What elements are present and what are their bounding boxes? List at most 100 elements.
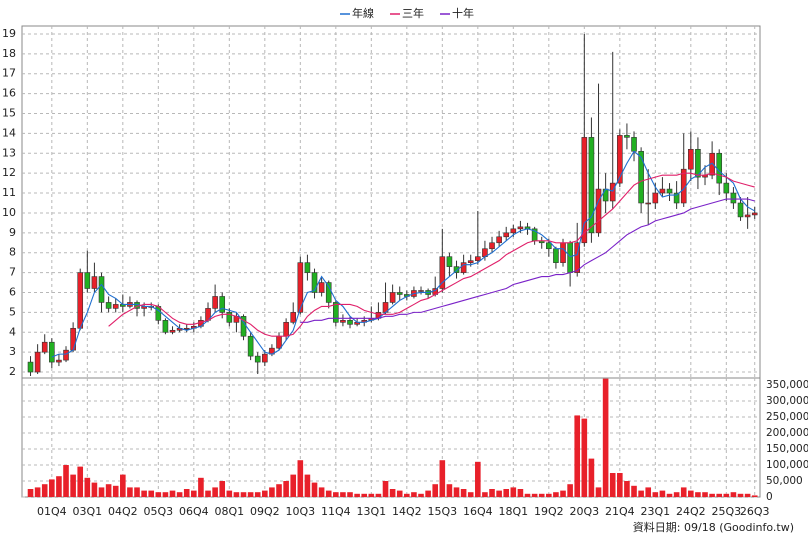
volume-bar: [475, 461, 481, 497]
moving-average-line: [300, 198, 755, 323]
candle-body: [638, 150, 644, 204]
volume-bar: [411, 492, 417, 497]
volume-bar: [645, 487, 652, 497]
candle-body: [418, 290, 424, 292]
candle-body: [631, 137, 637, 152]
volume-bar: [333, 492, 339, 497]
y-tick-label: 7: [9, 266, 16, 279]
candle-body: [325, 282, 332, 303]
volume-bar: [148, 490, 155, 497]
candle-body: [254, 355, 261, 363]
volume-bar: [155, 492, 162, 497]
candle-body: [34, 351, 41, 373]
volume-bar: [134, 487, 140, 497]
y-tick-label: 6: [9, 285, 16, 298]
volume-bar: [318, 487, 325, 497]
volume-bar: [56, 476, 62, 497]
candle-body: [219, 296, 226, 313]
x-tick-label: 26Q3: [740, 505, 770, 518]
volume-bar: [631, 485, 637, 497]
volume-bar: [198, 477, 204, 497]
candle-body: [666, 188, 673, 194]
volume-bar: [382, 481, 389, 497]
volume-bar: [70, 474, 76, 497]
volume-bar: [63, 465, 69, 497]
volume-bar: [105, 484, 112, 497]
volume-bar: [34, 487, 41, 497]
volume-bar: [538, 493, 545, 497]
volume-bar: [510, 487, 517, 497]
volume-bar: [496, 490, 502, 497]
volume-bar: [91, 482, 98, 497]
y2-tick-label: 350,000: [766, 379, 808, 391]
y-tick-label: 15: [2, 107, 16, 120]
volume-bar: [560, 490, 566, 497]
y-tick-label: 5: [9, 305, 16, 318]
volume-bar: [581, 418, 588, 497]
candle-body: [439, 256, 446, 289]
volume-bar: [567, 484, 573, 497]
x-tick-label: 01Q4: [37, 505, 67, 518]
volume-bar: [659, 490, 666, 497]
candle-body: [304, 262, 311, 273]
volume-bar: [751, 495, 758, 497]
candle-body: [77, 272, 84, 329]
volume-bar: [127, 487, 133, 497]
volume-bar: [680, 487, 687, 497]
y-tick-label: 16: [2, 87, 16, 100]
volume-bar: [141, 490, 147, 497]
volume-bar: [368, 493, 375, 497]
volume-bar: [254, 492, 261, 497]
candle-body: [467, 260, 474, 263]
volume-bar: [673, 492, 680, 497]
x-tick-label: 25Q3: [711, 505, 741, 518]
x-tick-label: 18Q1: [498, 505, 528, 518]
y2-tick-label: 200,000: [766, 427, 808, 439]
candle-body: [49, 341, 55, 363]
volume-bar: [98, 487, 105, 497]
candle-body: [446, 256, 453, 267]
x-tick-label: 15Q3: [427, 505, 457, 518]
x-tick-label: 16Q4: [463, 505, 493, 518]
panel-frame: [21, 377, 761, 498]
x-tick-label: 06Q4: [179, 505, 209, 518]
volume-bar: [169, 490, 176, 497]
y2-tick-label: 100,000: [766, 459, 808, 471]
volume-bar: [340, 492, 346, 497]
panel-frame: [21, 25, 761, 379]
volume-bar: [666, 493, 673, 497]
y-tick-label: 19: [2, 27, 16, 40]
volume-bar: [730, 492, 737, 497]
volume-bar: [418, 493, 424, 497]
candle-body: [517, 226, 524, 230]
volume-bar: [588, 458, 595, 497]
volume-bar: [482, 492, 488, 497]
volume-bar: [347, 492, 353, 497]
volume-bar: [176, 492, 183, 497]
candle-body: [212, 296, 218, 309]
volume-bar: [297, 460, 304, 497]
volume-bar: [609, 473, 616, 497]
candle-body: [723, 182, 730, 194]
volume-bar: [524, 493, 531, 497]
candle-body: [489, 242, 495, 250]
volume-bar: [84, 477, 91, 497]
candle-body: [276, 335, 282, 349]
candle-body: [247, 335, 254, 357]
candle-body: [91, 276, 98, 289]
candle-body: [297, 262, 304, 313]
volume-bar: [27, 489, 34, 497]
volume-bar: [737, 493, 744, 497]
volume-bar: [226, 490, 233, 497]
y-tick-label: 18: [2, 47, 16, 60]
volume-bar: [354, 493, 360, 497]
x-tick-label: 04Q2: [108, 505, 138, 518]
x-tick-label: 11Q4: [321, 505, 351, 518]
candle-body: [311, 272, 318, 293]
candle-body: [63, 349, 69, 361]
x-tick-label: 21Q4: [605, 505, 635, 518]
volume-bar: [460, 489, 467, 497]
volume-bar: [276, 484, 282, 497]
candle-body: [560, 242, 566, 263]
